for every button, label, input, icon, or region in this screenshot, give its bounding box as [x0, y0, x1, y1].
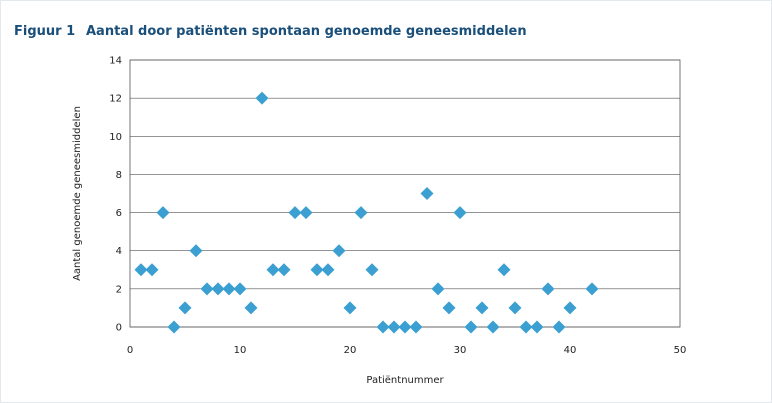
y-tick-label: 4 [116, 246, 122, 257]
data-point-5 [178, 301, 192, 315]
data-point-22 [365, 263, 379, 277]
data-point-20 [343, 301, 357, 315]
data-point-40 [563, 301, 577, 315]
figure-number: Figuur 1 [14, 24, 76, 39]
data-point-21 [354, 206, 368, 220]
y-tick-label: 8 [116, 170, 122, 181]
x-tick-label: 50 [674, 345, 687, 356]
data-point-6 [189, 244, 203, 258]
data-point-36 [519, 320, 533, 334]
data-point-32 [475, 301, 489, 315]
grid-lines [130, 59, 680, 328]
x-tick-label: 30 [454, 345, 467, 356]
data-point-18 [321, 263, 335, 277]
y-tick-label: 12 [109, 94, 122, 105]
data-point-23 [376, 320, 390, 334]
data-point-1 [134, 263, 148, 277]
data-point-37 [530, 320, 544, 334]
data-point-17 [310, 263, 324, 277]
data-point-35 [508, 301, 522, 315]
data-point-26 [409, 320, 423, 334]
y-tick-label: 2 [116, 284, 122, 295]
data-point-7 [200, 282, 214, 296]
y-tick-label: 0 [116, 323, 122, 334]
x-tick-label: 10 [234, 345, 247, 356]
data-point-19 [332, 244, 346, 258]
data-point-39 [552, 320, 566, 334]
data-points [134, 91, 599, 334]
y-axis-label: Aantal genoemde geneesmiddelen [72, 106, 83, 281]
data-point-14 [277, 263, 291, 277]
data-point-42 [585, 282, 599, 296]
data-point-25 [398, 320, 412, 334]
data-point-27 [420, 187, 434, 200]
data-point-38 [541, 282, 555, 296]
x-tick-label: 40 [564, 345, 577, 356]
y-tick-label: 6 [116, 208, 122, 219]
x-axis-ticks: 0 10 20 30 40 50 [127, 345, 687, 356]
y-axis-ticks: 0 2 4 6 8 10 12 14 [109, 56, 122, 334]
data-point-8 [211, 282, 225, 296]
y-tick-label: 10 [109, 132, 122, 143]
plot-area [129, 59, 681, 328]
data-point-10 [233, 282, 247, 296]
figure-title: Aantal door patiënten spontaan genoemde … [86, 24, 527, 39]
data-point-9 [222, 282, 236, 296]
data-point-30 [453, 206, 467, 220]
figure-caption: Figuur 1 Aantal door patiënten spontaan g… [14, 24, 527, 39]
data-point-31 [464, 320, 478, 334]
data-point-4 [167, 320, 181, 334]
data-point-15 [288, 206, 302, 220]
data-point-34 [497, 263, 511, 277]
data-point-12 [255, 91, 269, 105]
data-point-13 [266, 263, 280, 277]
data-point-33 [486, 320, 500, 334]
data-point-2 [145, 263, 159, 277]
data-point-16 [299, 206, 313, 220]
data-point-3 [156, 206, 170, 220]
data-point-11 [244, 301, 258, 315]
x-axis-label: Patiëntnummer [366, 375, 444, 386]
x-tick-label: 0 [127, 345, 133, 356]
x-tick-label: 20 [344, 345, 357, 356]
y-tick-label: 14 [109, 56, 122, 67]
data-point-28 [431, 282, 445, 296]
data-point-24 [387, 320, 401, 334]
data-point-29 [442, 301, 456, 315]
